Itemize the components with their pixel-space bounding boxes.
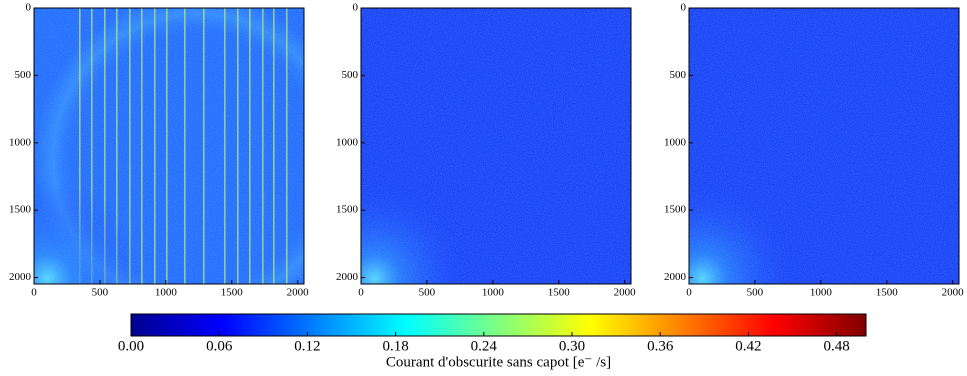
colorbar-gradient: [130, 313, 867, 337]
colorbar-tick-label: 0.30: [559, 338, 585, 354]
colorbar-tick-label: 0.12: [294, 338, 320, 354]
heatmap-panel: 0 500 1000 1500 2000 0 500 1000 1500 2000: [664, 2, 964, 299]
x-tick-label: 500: [747, 287, 764, 299]
x-tick-label: 1000: [155, 287, 178, 299]
heatmap-noise: [34, 8, 304, 284]
axes-frame: [688, 7, 960, 285]
x-tick-label: 2000: [942, 287, 965, 299]
colorbar: 0.00 0.06 0.12 0.18 0.24 0.30 0.36 0.42 0.48 Cour…: [118, 313, 867, 370]
heatmap-noise: [689, 8, 959, 284]
y-tick-label: 1500: [664, 204, 687, 216]
colorbar-tick-label: 0.42: [735, 338, 761, 354]
x-tick-label: 1000: [810, 287, 833, 299]
x-tick-label: 0: [31, 287, 37, 299]
x-tick-label: 0: [686, 287, 692, 299]
colorbar-tick-label: 0.00: [118, 338, 144, 354]
y-tick-label: 1500: [9, 204, 32, 216]
axes-frame: [360, 7, 632, 285]
x-tick-label: 1500: [221, 287, 244, 299]
heatmap-panel: 0 500 1000 1500 2000 0 500 1000 1500 2000: [336, 2, 636, 299]
colorbar-tick-label: 0.48: [823, 338, 849, 354]
y-tick-label: 1500: [336, 204, 359, 216]
x-tick-label: 1000: [482, 287, 505, 299]
x-tick-label: 1500: [548, 287, 571, 299]
x-tick-label: 2000: [614, 287, 637, 299]
heatmap-noise: [361, 8, 631, 284]
y-tick-label: 2000: [9, 271, 32, 283]
y-tick-label: 0: [681, 2, 687, 14]
y-tick-label: 500: [342, 69, 359, 81]
y-tick-label: 0: [26, 2, 32, 14]
y-tick-label: 2000: [664, 271, 687, 283]
x-tick-label: 500: [92, 287, 109, 299]
colorbar-tick-label: 0.24: [471, 338, 498, 354]
y-tick-label: 500: [15, 69, 32, 81]
heatmap-panel: 0 500 1000 1500 2000 0 500 1000 1500 2000: [9, 2, 309, 299]
y-tick-label: 1000: [336, 136, 359, 148]
colorbar-tick-label: 0.18: [382, 338, 408, 354]
x-tick-label: 0: [358, 287, 364, 299]
x-tick-label: 1500: [876, 287, 899, 299]
y-tick-label: 1000: [664, 136, 687, 148]
y-tick-label: 1000: [9, 136, 32, 148]
colorbar-label: Courant d'obscurite sans capot [e⁻ /s]: [386, 354, 611, 370]
x-tick-label: 2000: [287, 287, 310, 299]
y-tick-label: 0: [353, 2, 359, 14]
y-tick-label: 500: [670, 69, 687, 81]
colorbar-tick-label: 0.06: [206, 338, 233, 354]
axes-frame: [33, 7, 305, 285]
colorbar-tick-label: 0.36: [647, 338, 674, 354]
y-tick-label: 2000: [336, 271, 359, 283]
x-tick-label: 500: [419, 287, 436, 299]
